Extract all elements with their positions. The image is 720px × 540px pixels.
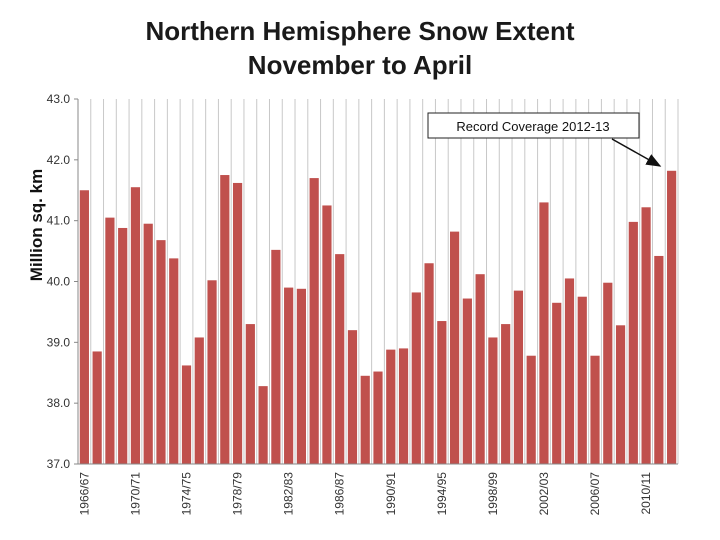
bar: [654, 255, 664, 464]
bar: [424, 263, 434, 464]
bar: [386, 349, 396, 464]
bar: [513, 290, 524, 464]
bar: [207, 280, 217, 464]
bar: [105, 217, 115, 464]
bar: [577, 296, 587, 464]
annotation: Record Coverage 2012-13: [427, 112, 662, 167]
bar: [564, 278, 575, 464]
bar: [667, 170, 677, 465]
y-tick-labels: 37.0 38.0 39.0 40.0 41.0 42.0 43.0: [47, 92, 78, 471]
annotation-arrow: [611, 138, 662, 167]
bar: [450, 231, 460, 464]
x-tick-label: 2006/07: [588, 472, 602, 516]
bar: [296, 288, 306, 464]
bars: [79, 170, 677, 465]
bar: [245, 324, 255, 464]
bar: [411, 292, 421, 464]
bar: [347, 330, 358, 464]
y-tick-label: 38.0: [47, 396, 71, 410]
annotation-box: [427, 112, 640, 139]
bar: [79, 190, 89, 464]
y-tick-label: 42.0: [47, 153, 71, 167]
x-tick-label: 1982/83: [282, 472, 296, 516]
x-tick-label: 2002/03: [537, 472, 551, 516]
bar: [322, 205, 332, 465]
bar: [628, 221, 638, 464]
x-tick-label: 1990/91: [384, 472, 398, 516]
bar: [641, 207, 651, 465]
bar: [603, 282, 613, 464]
bar: [462, 298, 472, 464]
bar: [539, 202, 549, 464]
bar: [118, 227, 128, 464]
bar: [501, 324, 511, 464]
y-tick-label: 39.0: [47, 335, 71, 349]
bar: [590, 355, 600, 464]
y-tick-label: 37.0: [47, 457, 71, 471]
x-tick-label: 1998/99: [486, 472, 500, 516]
bar: [360, 375, 370, 464]
bar: [258, 386, 268, 464]
x-tick-label: 2010/11: [639, 472, 653, 515]
bar: [526, 355, 536, 464]
y-tick-label: 40.0: [47, 275, 71, 289]
bar: [398, 348, 409, 464]
x-tick-label: 1966/67: [77, 472, 91, 516]
y-axis-label: Million sq. km: [27, 169, 46, 281]
x-tick-label: 1970/71: [128, 472, 142, 516]
chart-subtitle: November to April: [247, 50, 473, 80]
bar: [335, 254, 345, 464]
y-tick-label: 43.0: [47, 92, 71, 106]
bar: [156, 240, 166, 464]
bar: [437, 321, 447, 464]
bar: [488, 337, 498, 464]
bar: [143, 223, 153, 464]
x-tick-label: 1986/87: [333, 472, 347, 516]
bar: [309, 178, 319, 465]
bar: [169, 258, 179, 464]
x-tick-label: 1978/79: [231, 472, 245, 516]
gridlines: [77, 99, 679, 464]
bar: [552, 302, 562, 464]
x-tick-label: 1994/95: [435, 472, 449, 516]
bar: [181, 365, 192, 464]
bar: [615, 325, 626, 464]
y-tick-label: 41.0: [47, 214, 71, 228]
bar: [92, 351, 102, 464]
bar: [475, 274, 485, 464]
bar: [220, 175, 230, 464]
bar: [271, 249, 281, 464]
x-tick-labels: 1966/67 1970/71 1974/75 1978/79 1982/83 1986/…: [77, 472, 653, 516]
x-tick-label: 1974/75: [180, 472, 194, 516]
bar: [373, 371, 383, 464]
bar: [194, 337, 204, 464]
annotation-text: Record Coverage 2012-13: [456, 119, 609, 134]
bar: [284, 287, 294, 464]
chart-title-block: Northern Hemisphere Snow Extent November…: [0, 14, 720, 82]
chart-title: Northern Hemisphere Snow Extent: [145, 16, 575, 46]
bar: [232, 182, 243, 464]
bar: [130, 187, 141, 465]
